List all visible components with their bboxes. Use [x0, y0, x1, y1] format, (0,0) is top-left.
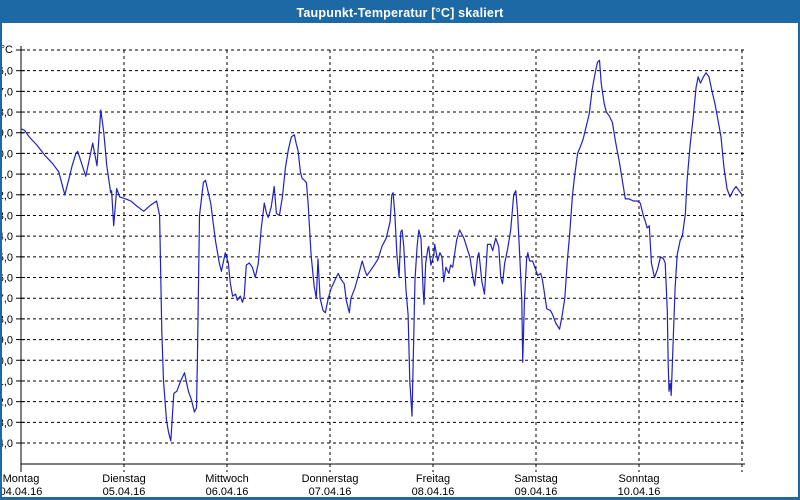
window-title: Taupunkt-Temperatur [°C] skaliert	[296, 5, 504, 20]
y-tick-label: -31,0	[2, 376, 13, 388]
day-name-label: Mittwoch	[205, 473, 248, 485]
y-tick-label: -27,0	[2, 293, 13, 305]
day-date-label: 10.04.16	[618, 486, 661, 497]
y-tick-label: -19,0	[2, 128, 13, 140]
y-tick-label: -18,0	[2, 107, 13, 119]
y-tick-label: -29,0	[2, 335, 13, 347]
day-date-label: 04.04.16	[2, 486, 42, 497]
y-tick-label: -34,0	[2, 438, 13, 450]
y-tick-label: -33,0	[2, 417, 13, 429]
chart-area: -16,0 -17,0 -18,0 -19,0 -20,0 -21,0 -22,0 -23,0…	[2, 23, 798, 497]
temperature-series-line	[20, 59, 743, 442]
y-tick-label: -30,0	[2, 355, 13, 367]
y-tick-label: -16,0	[2, 66, 13, 78]
day-date-label: 05.04.16	[103, 486, 146, 497]
y-tick-label: -21,0	[2, 169, 13, 181]
y-tick-label: -22,0	[2, 190, 13, 202]
y-tick-label: -28,0	[2, 314, 13, 326]
day-date-label: 07.04.16	[309, 486, 352, 497]
y-tick-label: -25,0	[2, 252, 13, 264]
y-tick-label: -24,0	[2, 231, 13, 243]
day-name-label: Donnerstag	[302, 473, 359, 485]
window-titlebar: Taupunkt-Temperatur [°C] skaliert	[2, 2, 798, 23]
dewpoint-line-chart: -16,0 -17,0 -18,0 -19,0 -20,0 -21,0 -22,0 -23,0…	[2, 44, 745, 497]
day-name-label: Samstag	[514, 473, 557, 485]
y-tick-label: -20,0	[2, 148, 13, 160]
day-name-label: Dienstag	[102, 473, 145, 485]
y-tick-label: -32,0	[2, 397, 13, 409]
y-tick-label: -17,0	[2, 86, 13, 98]
y-tick-label: -26,0	[2, 273, 13, 285]
y-tick-label: -23,0	[2, 210, 13, 222]
y-axis-unit-label: °C	[2, 44, 13, 56]
day-date-label: 09.04.16	[515, 486, 558, 497]
day-name-label: Montag	[3, 473, 40, 485]
day-date-label: 08.04.16	[412, 486, 455, 497]
day-date-label: 06.04.16	[206, 486, 249, 497]
day-name-label: Freitag	[416, 473, 450, 485]
day-name-label: Sonntag	[619, 473, 660, 485]
